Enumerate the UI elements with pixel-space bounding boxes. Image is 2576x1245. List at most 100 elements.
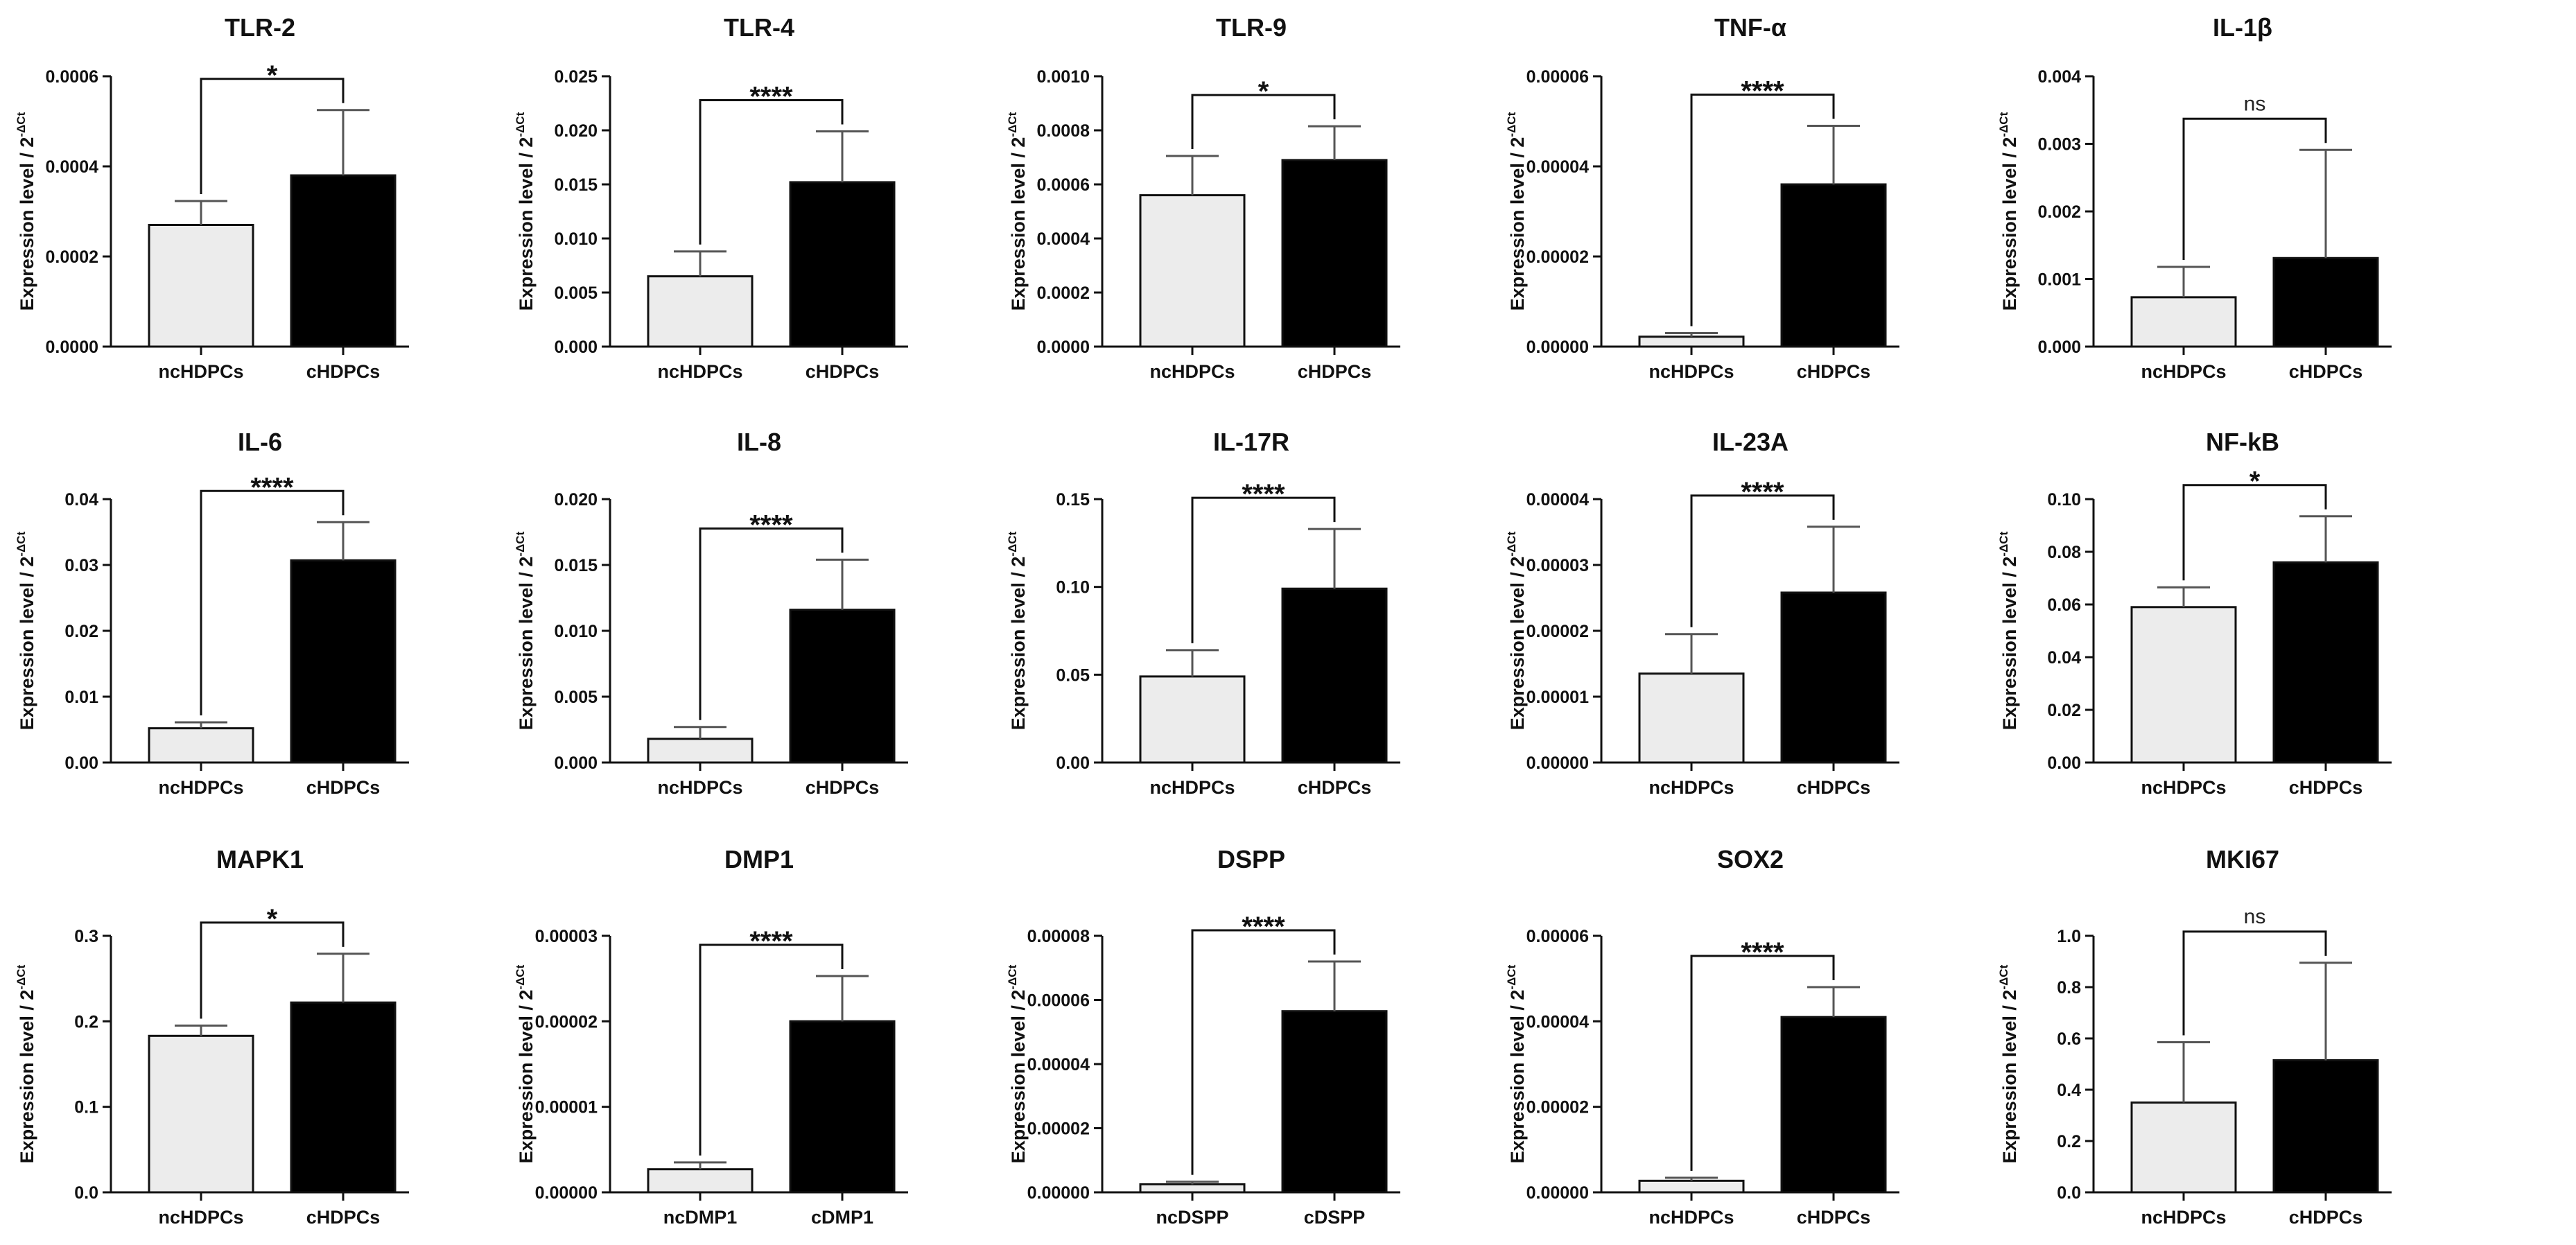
bar-case <box>789 1020 896 1194</box>
x-tick-label: cDMP1 <box>811 1207 873 1228</box>
y-tick-label: 0.020 <box>554 490 598 510</box>
y-tick-label: 0.00006 <box>1526 927 1589 946</box>
bar-case <box>1281 587 1388 764</box>
y-tick-label: 0.003 <box>2037 135 2081 155</box>
x-tick-label: ncHDPCs <box>1648 361 1734 382</box>
chart-panel-mapk1: MAPK1 Expression level / 2-ΔCt 0.0 0.1 0.2 0.… <box>15 845 409 1228</box>
bar-case <box>789 181 896 348</box>
x-tick-label: cHDPCs <box>1797 361 1871 382</box>
y-axis-label: Expression level / 2-ΔCt <box>15 112 37 311</box>
x-tick-label: cHDPCs <box>2289 777 2363 798</box>
significance-bracket <box>200 489 345 716</box>
y-tick-label: 0.00002 <box>1526 247 1589 267</box>
significance-bracket <box>699 527 844 720</box>
bar-control <box>647 738 754 764</box>
y-tick-label: 0.00003 <box>1526 556 1589 575</box>
y-tick-label: 0.00 <box>1056 754 1090 773</box>
y-tick-label: 0.00004 <box>1526 157 1589 177</box>
y-tick-label: 0.00001 <box>1526 688 1589 707</box>
significance-label: **** <box>1242 479 1285 510</box>
chart-title: MAPK1 <box>216 845 304 873</box>
bar-control <box>148 224 254 348</box>
bar-case <box>1281 1010 1388 1194</box>
y-axis-label: Expression level / 2-ΔCt <box>1006 531 1029 730</box>
y-axis-label: Expression level / 2-ΔCt <box>1006 964 1029 1163</box>
x-tick-label: ncHDPCs <box>2141 361 2226 382</box>
y-tick-label: 0.00004 <box>1027 1055 1090 1074</box>
significance-label: **** <box>1242 912 1285 942</box>
chart-panel-mki67: MKI67 Expression level / 2-ΔCt 0.0 0.2 0.4 0.… <box>1997 845 2392 1228</box>
chart-panel-tlr-4: TLR-4 Expression level / 2-ΔCt 0.000 0.005 0… <box>514 13 908 382</box>
y-tick-label: 0.000 <box>554 754 598 773</box>
y-tick-label: 0.004 <box>2037 67 2081 87</box>
chart-title: TLR-9 <box>1216 13 1287 42</box>
y-tick-label: 0.0002 <box>46 247 98 267</box>
x-tick-label: cHDPCs <box>2289 1207 2363 1228</box>
y-tick-label: 0.00 <box>2047 754 2081 773</box>
chart-panel-nf-kb: NF-kB Expression level / 2-ΔCt 0.00 0.02 0.0… <box>1997 428 2392 798</box>
chart-title: IL-17R <box>1213 428 1289 456</box>
y-tick-label: 0.15 <box>1056 490 1090 510</box>
chart-panel-sox2: SOX2 Expression level / 2-ΔCt 0.00000 0.000… <box>1505 845 1899 1228</box>
y-tick-label: 0.0010 <box>1037 67 1090 87</box>
y-tick-label: 0.005 <box>554 284 598 303</box>
x-tick-label: ncHDPCs <box>2141 1207 2226 1228</box>
bar-control <box>1139 675 1246 764</box>
y-tick-label: 0.00004 <box>1526 1012 1589 1031</box>
bar-case <box>1281 159 1388 348</box>
y-tick-label: 0.00002 <box>1027 1120 1090 1139</box>
y-tick-label: 0.2 <box>74 1012 98 1031</box>
significance-label: * <box>1258 76 1269 107</box>
y-tick-label: 0.0008 <box>1037 121 1090 141</box>
x-tick-label: ncHDPCs <box>2141 777 2226 798</box>
y-tick-label: 0.0 <box>2057 1183 2081 1203</box>
x-tick-label: cHDPCs <box>306 361 381 382</box>
y-tick-label: 0.000 <box>554 338 598 357</box>
bar-case <box>290 559 397 764</box>
x-tick-label: ncHDPCs <box>1648 777 1734 798</box>
y-tick-label: 0.00000 <box>1526 754 1589 773</box>
chart-panel-il-6: IL-6 Expression level / 2-ΔCt 0.00 0.01 0.02… <box>15 428 409 798</box>
chart-title: IL-23A <box>1712 428 1789 456</box>
significance-label: ns <box>2244 92 2266 115</box>
y-tick-label: 0.03 <box>64 556 98 575</box>
significance-bracket <box>1191 929 1336 1175</box>
y-tick-label: 0.10 <box>2047 490 2081 510</box>
bar-case <box>789 609 896 764</box>
y-tick-label: 0.2 <box>2057 1132 2081 1151</box>
x-tick-label: cHDPCs <box>1298 777 1372 798</box>
x-tick-label: ncDSPP <box>1156 1207 1228 1228</box>
bar-control <box>647 275 754 348</box>
bar-control <box>1638 336 1745 348</box>
y-tick-label: 0.1 <box>74 1098 98 1117</box>
x-tick-label: ncDMP1 <box>663 1207 738 1228</box>
y-axis-label: Expression level / 2-ΔCt <box>15 531 37 730</box>
y-tick-label: 0.00002 <box>1526 1098 1589 1117</box>
y-tick-label: 0.0004 <box>46 157 99 177</box>
significance-label: ns <box>2244 905 2266 928</box>
y-tick-label: 0.00003 <box>535 927 598 946</box>
y-tick-label: 0.6 <box>2057 1029 2081 1049</box>
y-tick-label: 0.0 <box>74 1183 98 1203</box>
bar-control <box>1139 1183 1246 1194</box>
chart-title: IL-1β <box>2213 13 2272 42</box>
bar-control <box>2130 606 2237 764</box>
chart-panel-il-17r: IL-17R Expression level / 2-ΔCt 0.00 0.05 0.… <box>1006 428 1400 798</box>
bar-control <box>1638 672 1745 764</box>
y-tick-label: 0.025 <box>554 67 598 87</box>
y-tick-label: 0.00002 <box>1526 622 1589 641</box>
bar-case <box>290 174 397 348</box>
y-tick-label: 0.01 <box>64 688 98 707</box>
x-tick-label: ncHDPCs <box>657 777 742 798</box>
x-tick-label: cHDPCs <box>1797 1207 1871 1228</box>
y-tick-label: 0.00 <box>64 754 98 773</box>
significance-label: **** <box>1741 937 1784 968</box>
significance-label: * <box>2249 467 2261 497</box>
x-tick-label: ncHDPCs <box>158 361 243 382</box>
chart-title: NF-kB <box>2206 428 2279 456</box>
y-axis-label: Expression level / 2-ΔCt <box>15 964 37 1163</box>
chart-panel-dspp: DSPP Expression level / 2-ΔCt 0.00000 0.000… <box>1006 845 1400 1228</box>
bar-control <box>1139 194 1246 348</box>
chart-title: TLR-4 <box>724 13 794 42</box>
